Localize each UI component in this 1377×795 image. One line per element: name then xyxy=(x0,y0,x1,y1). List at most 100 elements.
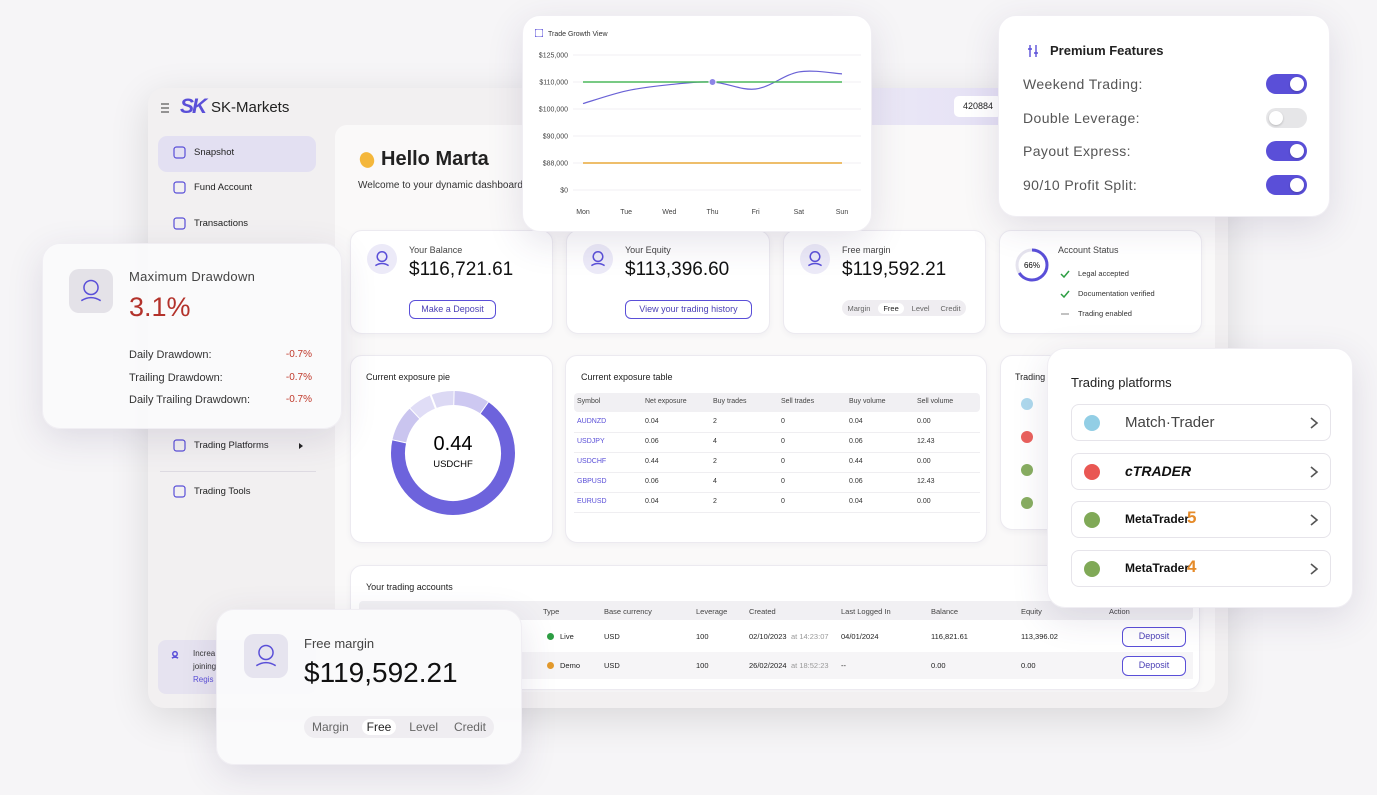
toggle[interactable] xyxy=(1266,141,1307,161)
platform-item[interactable]: MetaTrader 4 xyxy=(1071,550,1331,588)
chevron xyxy=(1310,514,1319,527)
nav-item[interactable]: Snapshot xyxy=(194,147,235,158)
cell-created-time: at 18:52:23 xyxy=(791,661,829,670)
table-cell: 0.06 xyxy=(849,478,863,485)
chart-card: Trade Growth View $125,000 $110,000 $100,00… xyxy=(522,15,872,232)
logo-shape xyxy=(1084,512,1100,529)
platform-item[interactable]: Match·Trader xyxy=(1071,404,1331,441)
tab[interactable]: Level xyxy=(409,720,438,734)
tab-switch: Margin Free Level Credit xyxy=(842,300,966,316)
cell-type: Live xyxy=(560,632,574,641)
platform-name: cTRADER xyxy=(1125,462,1192,479)
x-tick-label: Sun xyxy=(836,209,849,216)
nav-icon xyxy=(173,485,186,498)
progress-label: 66% xyxy=(1024,261,1040,270)
chart-title-icon xyxy=(535,29,543,37)
nav-item[interactable]: Trading Platforms xyxy=(194,440,269,451)
platform-item[interactable]: cTRADER xyxy=(1071,452,1331,490)
card-value: $116,721.61 xyxy=(409,259,514,280)
nav-item[interactable]: Fund Account xyxy=(194,182,253,193)
table-cell: 116,821.61 xyxy=(931,632,968,641)
table-cell: 2 xyxy=(713,498,717,505)
table-cell: 2 xyxy=(713,418,717,425)
table-header-bg xyxy=(574,393,980,412)
row-divider xyxy=(574,512,980,513)
toggle[interactable] xyxy=(1266,174,1307,195)
table-cell: 0 xyxy=(781,458,785,465)
tab[interactable]: Level xyxy=(911,303,930,313)
logo-shape xyxy=(1084,463,1100,480)
donut-segment xyxy=(453,391,489,414)
card-title: Premium Features xyxy=(1050,43,1164,58)
y-tick-label: $90,000 xyxy=(543,134,568,141)
card-title: Your trading accounts xyxy=(366,582,453,592)
card-button[interactable]: Make a Deposit xyxy=(409,300,496,319)
table-cell: 0.04 xyxy=(849,498,863,505)
platform-logo xyxy=(1084,415,1100,431)
logo-shape xyxy=(1021,398,1033,410)
cell-type: Demo xyxy=(560,661,581,670)
table-cell: 0.04 xyxy=(645,498,659,505)
row-divider xyxy=(574,492,980,493)
donut-segment xyxy=(410,395,437,419)
table-cell: USDCHF xyxy=(577,458,607,465)
x-tick-label: Thu xyxy=(706,209,718,216)
table-header: Type xyxy=(543,607,560,616)
platform-name: Match·Trader xyxy=(1125,414,1215,431)
icon-bg xyxy=(367,244,397,274)
icon-glyph xyxy=(807,262,823,267)
card-button[interactable]: View your trading history xyxy=(625,300,752,319)
nav-divider xyxy=(160,471,316,472)
tab[interactable]: Free xyxy=(361,719,397,735)
table-cell: 0.00 xyxy=(917,458,931,465)
progress-ring: 66% xyxy=(1015,248,1049,282)
icon xyxy=(583,244,613,274)
nav-icon xyxy=(173,217,186,230)
table-cell: 12.43 xyxy=(917,438,935,445)
wave-hand xyxy=(359,152,375,168)
toggle[interactable] xyxy=(1266,107,1307,128)
tab[interactable]: Credit xyxy=(453,720,486,734)
tab[interactable]: Credit xyxy=(940,303,961,313)
drawdown-label: Daily Trailing Drawdown: xyxy=(129,394,251,406)
icon-bg xyxy=(168,648,182,662)
tab[interactable]: Margin xyxy=(847,303,871,313)
x-tick-label: Sat xyxy=(794,209,805,216)
card-label: Your Balance xyxy=(409,245,463,255)
account-id-pill: 420884 xyxy=(954,96,1002,117)
status-item: Documentation verified xyxy=(1078,289,1155,298)
table-cell: 0.00 xyxy=(917,498,931,505)
donut-center-value: 0.44 xyxy=(434,433,473,455)
icon xyxy=(244,634,288,678)
table-cell: 0.06 xyxy=(645,438,659,445)
toggle[interactable] xyxy=(1266,74,1307,94)
table-header: Sell trades xyxy=(781,398,815,405)
icon-glyph xyxy=(374,262,390,267)
trading-platforms-card: Trading platforms Match·Trader cTRADER Meta… xyxy=(1047,348,1353,608)
deposit-button[interactable]: Deposit xyxy=(1122,627,1186,647)
icon-glyph xyxy=(172,650,178,657)
platform-item[interactable]: MetaTrader 5 xyxy=(1071,501,1331,539)
status-dot xyxy=(547,633,554,640)
tab[interactable]: Free xyxy=(878,302,904,314)
segment-gap xyxy=(429,393,438,410)
icon-bg xyxy=(69,269,113,313)
check xyxy=(1060,270,1070,279)
premium-card: Premium Features Weekend Trading: Double L… xyxy=(998,15,1330,217)
icon-glyph xyxy=(83,279,99,296)
status-item: Legal accepted xyxy=(1078,269,1129,278)
y-tick-label: $0 xyxy=(560,188,568,195)
nav-icon-shape xyxy=(173,217,186,230)
platform-logo xyxy=(1084,512,1100,529)
free-margin-float-card: Free margin $119,592.21 Margin Free Level Cre… xyxy=(216,609,522,765)
deposit-button[interactable]: Deposit xyxy=(1122,656,1186,676)
tab[interactable]: Margin xyxy=(311,720,349,734)
nav-item[interactable]: Trading Tools xyxy=(194,486,251,497)
table-header: Symbol xyxy=(577,398,601,405)
drawdown-value: 3.1% xyxy=(129,292,191,322)
chevron-icon xyxy=(1310,417,1319,429)
table-header: Created xyxy=(749,607,776,616)
equity-card: Your Equity $113,396.60 View your trading … xyxy=(566,230,770,334)
icon-glyph xyxy=(590,262,606,267)
nav-item[interactable]: Transactions xyxy=(194,218,249,229)
